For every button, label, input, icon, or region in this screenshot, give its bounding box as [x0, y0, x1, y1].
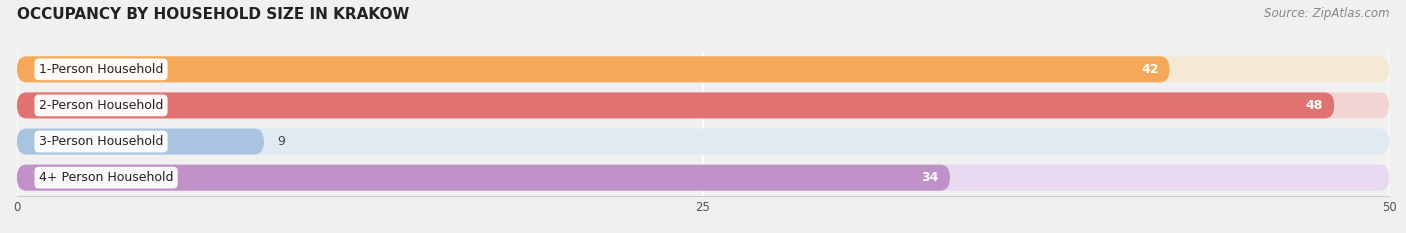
Text: OCCUPANCY BY HOUSEHOLD SIZE IN KRAKOW: OCCUPANCY BY HOUSEHOLD SIZE IN KRAKOW: [17, 7, 409, 22]
Text: 9: 9: [277, 135, 285, 148]
FancyBboxPatch shape: [17, 56, 1389, 82]
FancyBboxPatch shape: [17, 129, 1389, 154]
FancyBboxPatch shape: [17, 165, 1389, 191]
Text: 34: 34: [922, 171, 939, 184]
FancyBboxPatch shape: [17, 93, 1389, 118]
Text: 42: 42: [1142, 63, 1159, 76]
FancyBboxPatch shape: [17, 56, 1170, 82]
Text: 4+ Person Household: 4+ Person Household: [39, 171, 173, 184]
Text: 2-Person Household: 2-Person Household: [39, 99, 163, 112]
FancyBboxPatch shape: [17, 93, 1334, 118]
Text: 1-Person Household: 1-Person Household: [39, 63, 163, 76]
FancyBboxPatch shape: [17, 165, 950, 191]
Text: Source: ZipAtlas.com: Source: ZipAtlas.com: [1264, 7, 1389, 20]
Text: 3-Person Household: 3-Person Household: [39, 135, 163, 148]
FancyBboxPatch shape: [17, 129, 264, 154]
Text: 48: 48: [1306, 99, 1323, 112]
